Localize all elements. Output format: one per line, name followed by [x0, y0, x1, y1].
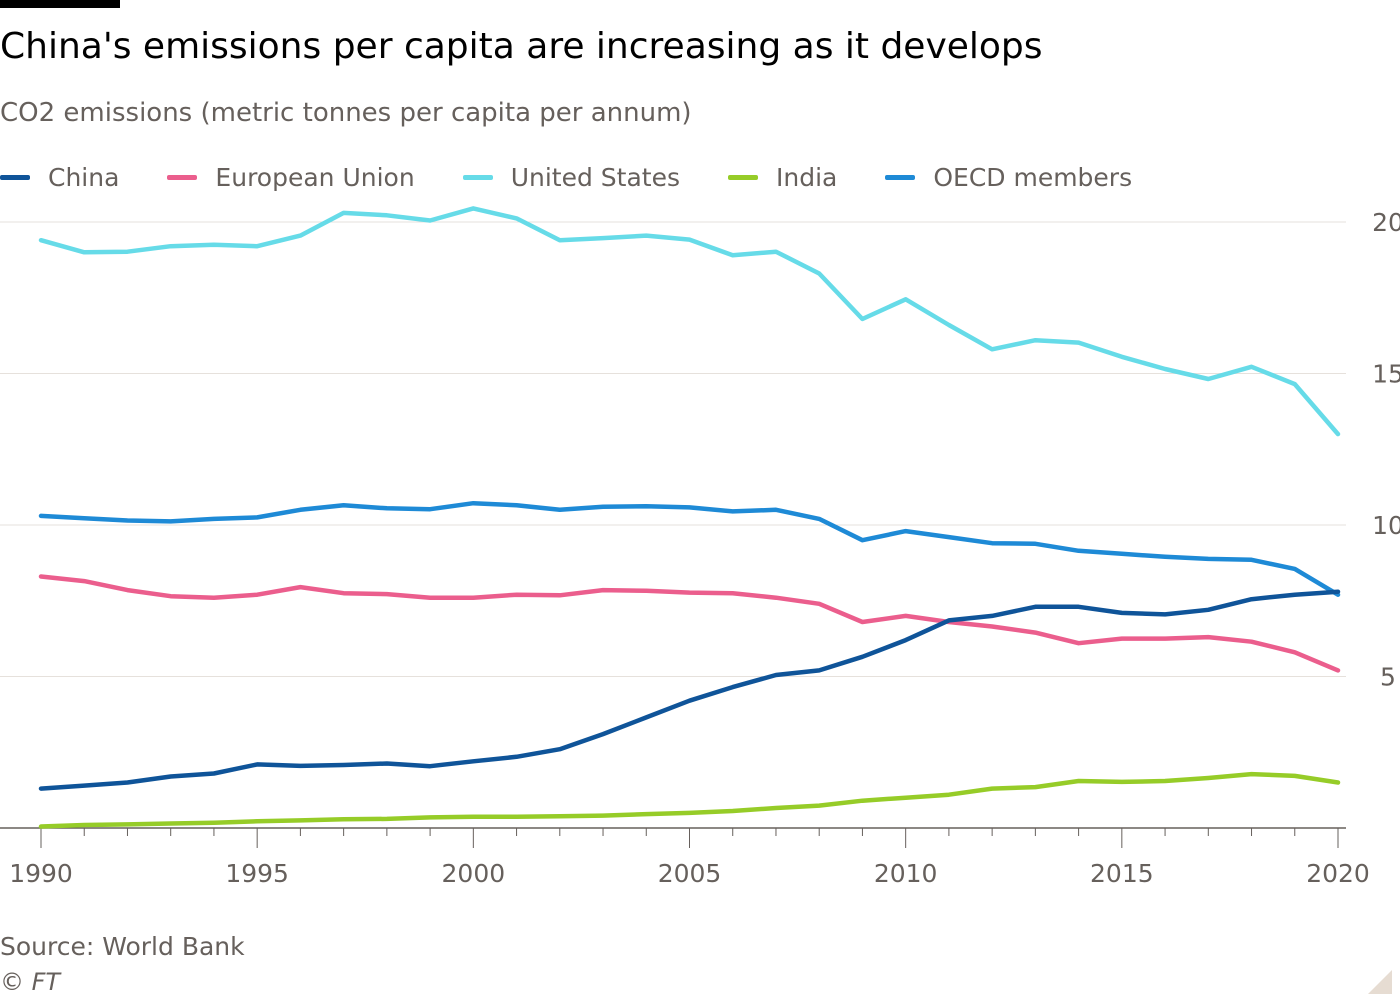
x-tick-label: 1990: [9, 859, 73, 888]
series-line-european-union: [38, 574, 1341, 673]
series-line-united-states: [38, 206, 1341, 437]
legend-label: China: [48, 162, 120, 192]
legend-swatch-india: [727, 174, 758, 180]
legend-item-oecd-members: OECD members: [885, 163, 1132, 192]
legend-item-european-union: European Union: [167, 162, 415, 192]
legend-item-china: China: [0, 163, 119, 192]
y-tick-label: 20: [1372, 208, 1400, 237]
series-line-india: [38, 771, 1341, 829]
chart-legend: China European Union United States India OEC…: [0, 160, 1180, 194]
source-note: Source: World Bank: [0, 932, 245, 961]
brand-top-bar: [0, 0, 120, 8]
legend-item-india: India: [727, 162, 838, 192]
y-tick-label: 10: [1372, 511, 1400, 540]
chart-title: China's emissions per capita are increas…: [0, 26, 1043, 67]
credit-note: © FT: [0, 968, 61, 996]
legend-swatch-oecd-members: [885, 174, 916, 180]
x-tick-label: 2000: [442, 859, 506, 888]
chart-subtitle: CO2 emissions (metric tonnes per capita …: [0, 98, 692, 128]
legend-item-united-states: United States: [462, 162, 680, 192]
y-tick-label: 15: [1372, 360, 1400, 389]
corner-marker: [1368, 970, 1392, 994]
x-tick-label: 2015: [1090, 859, 1154, 888]
x-tick-label: 1995: [225, 859, 289, 888]
series-line-china: [38, 589, 1341, 791]
x-tick-label: 2020: [1306, 859, 1370, 888]
legend-swatch-china: [0, 174, 30, 180]
x-tick-label: 2005: [658, 859, 722, 888]
legend-label: United States: [510, 162, 680, 192]
legend-swatch-united-states: [462, 174, 493, 180]
legend-label: India: [775, 162, 838, 192]
series-line-oecd-members: [38, 500, 1341, 597]
legend-swatch-european-union: [167, 174, 198, 180]
y-tick-label: 5: [1380, 663, 1396, 692]
legend-label: OECD members: [933, 162, 1133, 192]
x-tick-label: 2010: [874, 859, 938, 888]
legend-label: European Union: [215, 162, 415, 192]
